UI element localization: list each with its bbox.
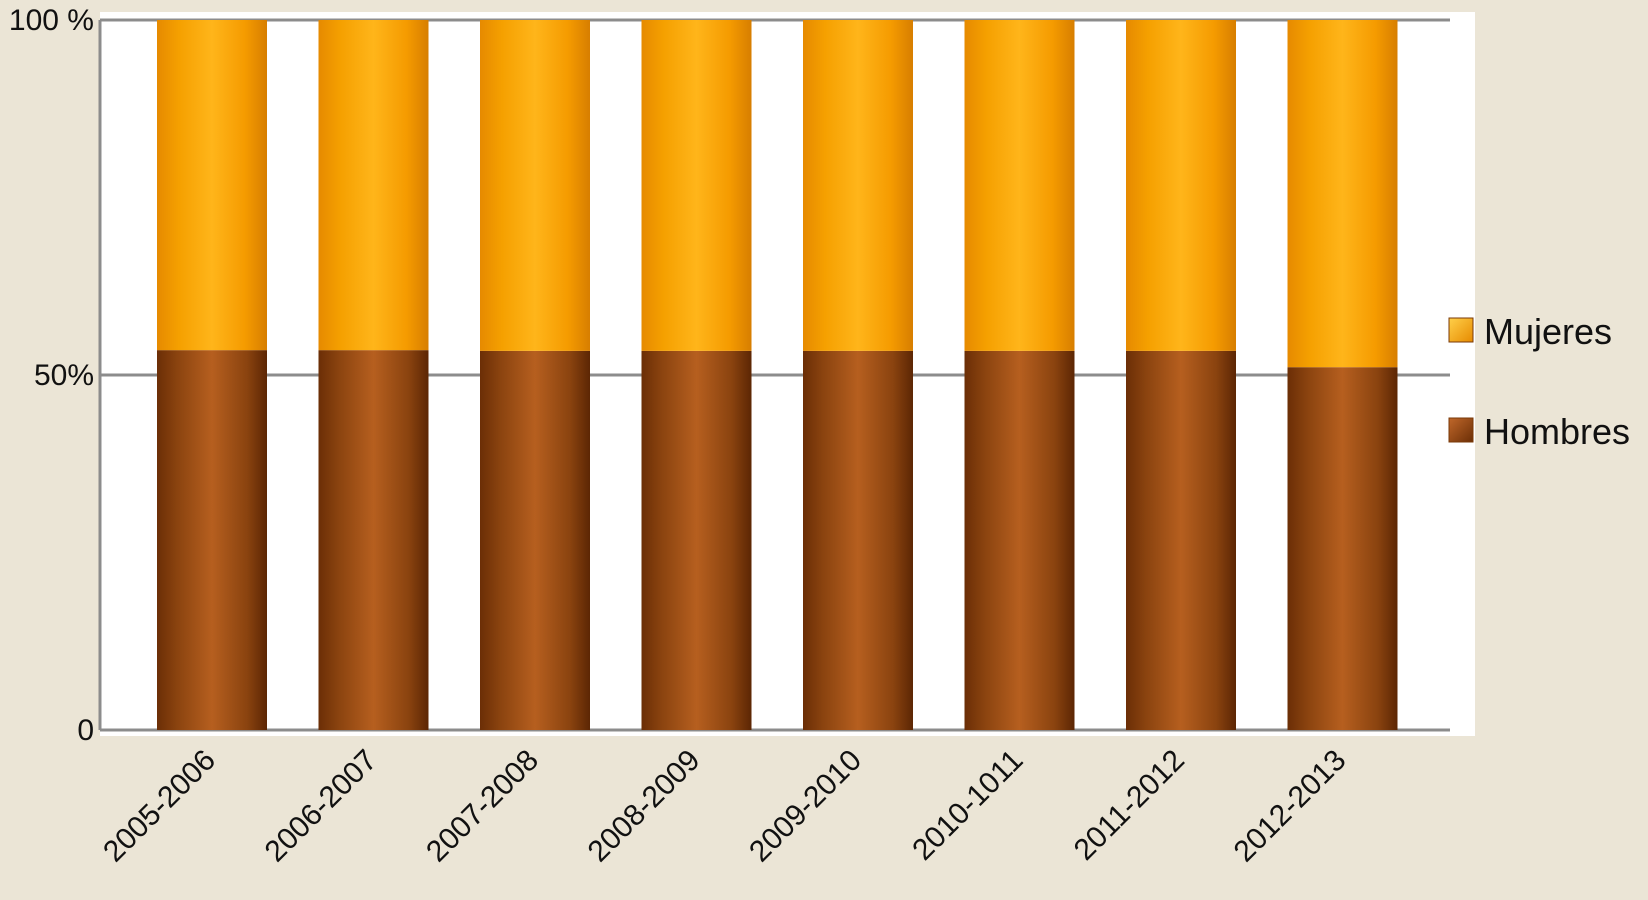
x-tick-label: 2012-2013 — [1228, 744, 1353, 869]
bar-mujeres-2005-2006 — [157, 20, 267, 351]
x-tick-label: 2007-2008 — [420, 744, 545, 869]
y-tick-label: 100 % — [9, 4, 94, 37]
x-tick-label: 2008-2009 — [582, 744, 707, 869]
bar-hombres-2010-1011 — [964, 350, 1075, 730]
bar-hombres-2007-2008 — [480, 350, 590, 730]
bar-hombres-2005-2006 — [157, 350, 267, 730]
bar-mujeres-2008-2009 — [641, 20, 752, 351]
bar-mujeres-2011-2012 — [1126, 20, 1236, 351]
x-tick-label: 2009-2010 — [743, 744, 868, 869]
bar-mujeres-2007-2008 — [480, 20, 590, 351]
bar-mujeres-2006-2007 — [318, 20, 429, 351]
legend-swatch-hombres — [1448, 417, 1474, 443]
legend-label-hombres: Hombres — [1484, 411, 1630, 452]
bar-hombres-2011-2012 — [1126, 350, 1236, 730]
bars — [157, 20, 1398, 730]
bar-mujeres-2012-2013 — [1287, 20, 1398, 368]
y-tick-label: 50% — [34, 359, 94, 392]
bar-hombres-2008-2009 — [641, 350, 752, 730]
y-axis: 0 50% 100 % — [9, 4, 102, 747]
x-axis-labels: 2005-2006 2006-2007 2007-2008 2008-2009 2009… — [97, 744, 1352, 869]
x-tick-label: 2006-2007 — [259, 744, 384, 869]
legend-label-mujeres: Mujeres — [1484, 311, 1612, 352]
bar-hombres-2012-2013 — [1287, 367, 1398, 730]
bar-hombres-2009-2010 — [803, 350, 913, 730]
x-tick-label: 2010-1011 — [906, 744, 1029, 867]
legend-swatch-mujeres — [1448, 317, 1474, 343]
bar-mujeres-2009-2010 — [803, 20, 913, 351]
bar-hombres-2006-2007 — [318, 350, 429, 730]
bar-mujeres-2010-1011 — [964, 20, 1075, 351]
y-tick-label: 0 — [77, 714, 94, 747]
legend: Mujeres Hombres — [1448, 311, 1630, 452]
x-tick-label: 2005-2006 — [97, 744, 222, 869]
x-tick-label: 2011-2012 — [1068, 744, 1191, 867]
